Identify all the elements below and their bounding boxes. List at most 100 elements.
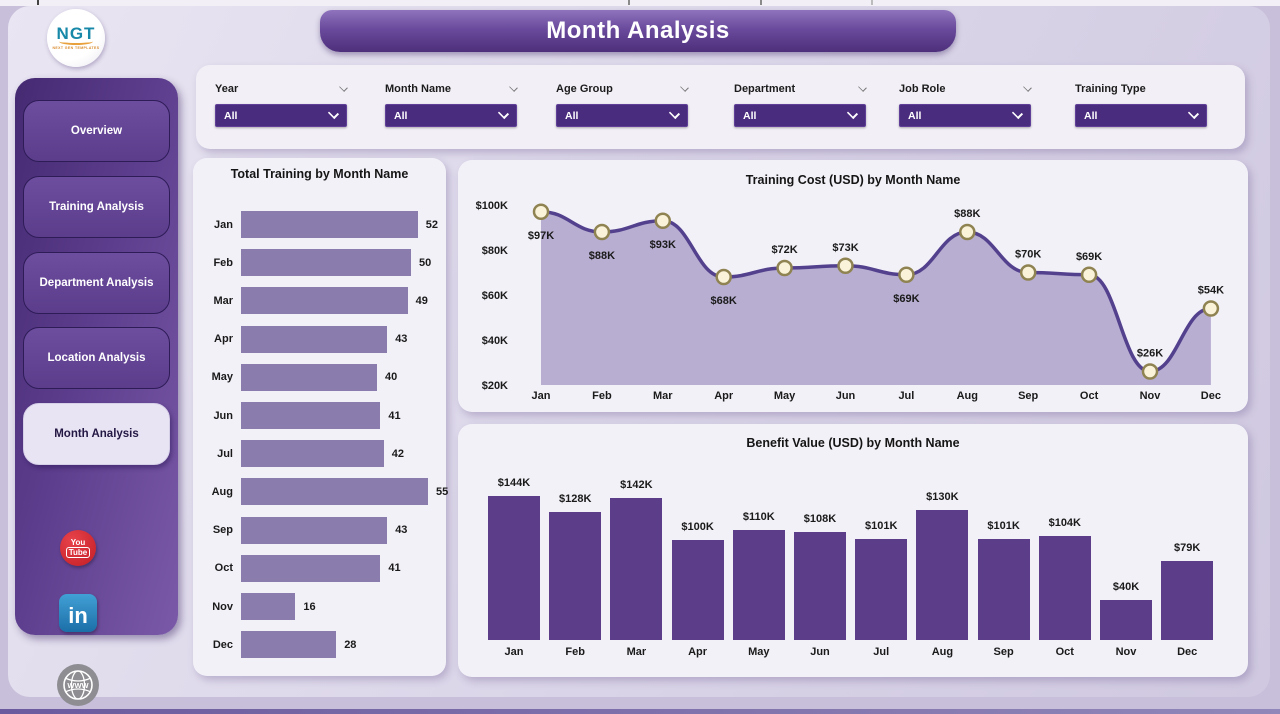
- x-axis-label: Mar: [653, 390, 673, 402]
- bar-jun[interactable]: [794, 532, 846, 640]
- filter-job-role: Job Role All: [899, 80, 1032, 127]
- linkedin-icon[interactable]: in: [59, 594, 97, 632]
- sidebar-item-training-analysis[interactable]: Training Analysis: [23, 176, 170, 238]
- x-axis-label: Feb: [592, 390, 612, 402]
- website-globe-icon[interactable]: WWW: [56, 663, 100, 707]
- data-point-feb[interactable]: [593, 223, 611, 241]
- filter-dropdown-job-role[interactable]: All: [899, 104, 1031, 127]
- bar-nov[interactable]: [1100, 600, 1152, 640]
- category-label: Jun: [213, 409, 233, 422]
- hbar-row-jul: Jul 42: [201, 440, 404, 468]
- value-label: 52: [425, 218, 439, 231]
- collapse-chevron-icon[interactable]: [339, 82, 348, 92]
- bar-dec[interactable]: [1161, 561, 1214, 640]
- bar-may[interactable]: [732, 530, 785, 640]
- data-point-dec[interactable]: [1202, 300, 1220, 317]
- data-point-aug[interactable]: [959, 223, 976, 241]
- data-point-may[interactable]: [776, 259, 793, 277]
- filter-dropdown-department[interactable]: All: [734, 104, 866, 127]
- hbar-row-jan: Jan 52: [201, 211, 438, 238]
- bar-nov[interactable]: [241, 593, 296, 620]
- collapse-chevron-icon[interactable]: [509, 82, 518, 92]
- bar-may[interactable]: [241, 363, 377, 391]
- bar-aug[interactable]: [916, 510, 969, 640]
- x-axis-label: Dec: [1177, 646, 1198, 658]
- chevron-down-icon: [846, 107, 859, 120]
- filter-dropdown-training-type[interactable]: All: [1075, 104, 1207, 127]
- filter-header: Job Role: [899, 80, 1032, 98]
- bar-aug[interactable]: [241, 478, 428, 506]
- x-axis-label: Aug: [931, 646, 954, 658]
- chrome-tick: [37, 0, 39, 5]
- hbar-row-sep: Sep 43: [201, 516, 407, 544]
- data-label: $144K: [497, 477, 531, 489]
- x-axis-label: Jul: [898, 390, 914, 402]
- x-axis-label: Nov: [1140, 390, 1162, 402]
- filter-header: Age Group: [556, 80, 689, 98]
- sidebar-item-overview[interactable]: Overview: [23, 100, 170, 162]
- data-label: $128K: [558, 493, 592, 505]
- chart-card-training-cost: Training Cost (USD) by Month Name $100K $…: [458, 160, 1248, 412]
- youtube-label-bottom: Tube: [65, 547, 91, 558]
- filter-dropdown-year[interactable]: All: [215, 104, 347, 127]
- data-label: $97K: [528, 230, 554, 242]
- data-label: $108K: [803, 513, 837, 525]
- sidebar-item-location-analysis[interactable]: Location Analysis: [23, 327, 170, 389]
- chart-title: Total Training by Month Name: [230, 167, 409, 181]
- bar-jan[interactable]: [241, 211, 418, 238]
- y-axis-tick: $80K: [482, 245, 508, 257]
- chevron-down-icon: [497, 107, 510, 120]
- bar-mar[interactable]: [610, 498, 663, 640]
- bar-dec[interactable]: [241, 631, 337, 659]
- bar-feb[interactable]: [241, 249, 411, 277]
- bar-jun[interactable]: [241, 402, 381, 429]
- filter-header: Year: [215, 80, 348, 98]
- chrome-tick: [628, 0, 630, 5]
- hbar-row-dec: Dec 28: [201, 631, 356, 659]
- filter-selected-value: All: [1084, 109, 1098, 122]
- filter-selected-value: All: [224, 109, 238, 122]
- chrome-tick: [871, 0, 873, 5]
- filter-dropdown-age-group[interactable]: All: [556, 104, 688, 127]
- bar-jul[interactable]: [241, 440, 384, 468]
- bar-apr[interactable]: [671, 540, 724, 640]
- bar-jan[interactable]: [488, 496, 540, 640]
- hbar-row-apr: Apr 43: [201, 325, 407, 353]
- x-axis-label: Sep: [1018, 390, 1038, 402]
- data-point-oct[interactable]: [1080, 266, 1098, 283]
- data-point-jun[interactable]: [837, 257, 854, 274]
- data-point-sep[interactable]: [1019, 264, 1037, 281]
- filter-label: Year: [215, 83, 239, 95]
- bar-sep[interactable]: [241, 516, 388, 544]
- bar-feb[interactable]: [549, 512, 602, 640]
- category-label: Nov: [212, 600, 233, 613]
- filter-selected-value: All: [394, 109, 408, 122]
- bar-mar[interactable]: [241, 287, 408, 315]
- data-point-nov[interactable]: [1141, 363, 1159, 380]
- page-title-banner: Month Analysis: [320, 10, 956, 52]
- x-axis-label: Jun: [810, 646, 830, 658]
- collapse-chevron-icon[interactable]: [858, 82, 867, 92]
- bar-oct[interactable]: [241, 554, 381, 582]
- collapse-chevron-icon[interactable]: [680, 82, 689, 92]
- sidebar-item-month-analysis[interactable]: Month Analysis: [23, 403, 170, 465]
- bar-sep[interactable]: [977, 539, 1030, 640]
- area-fill: [541, 211, 1211, 385]
- bar-jul[interactable]: [855, 539, 908, 640]
- x-axis-label: Jul: [873, 646, 890, 658]
- filter-month-name: Month Name All: [385, 80, 518, 127]
- data-point-jan[interactable]: [532, 203, 550, 220]
- chart-card-benefit-value: Benefit Value (USD) by Month Name $144K J…: [458, 424, 1248, 677]
- x-axis-label: Jan: [532, 390, 551, 402]
- bar-apr[interactable]: [241, 325, 388, 353]
- data-point-apr[interactable]: [715, 268, 732, 286]
- bar-oct[interactable]: [1038, 536, 1091, 640]
- sidebar-item-department-analysis[interactable]: Department Analysis: [23, 252, 170, 314]
- data-point-jul[interactable]: [898, 266, 915, 283]
- data-point-mar[interactable]: [654, 212, 672, 229]
- collapse-chevron-icon[interactable]: [1023, 82, 1032, 92]
- youtube-icon[interactable]: You Tube: [60, 530, 96, 566]
- data-label: $72K: [771, 244, 797, 256]
- filter-dropdown-month-name[interactable]: All: [385, 104, 517, 127]
- y-axis-tick: $20K: [482, 380, 508, 392]
